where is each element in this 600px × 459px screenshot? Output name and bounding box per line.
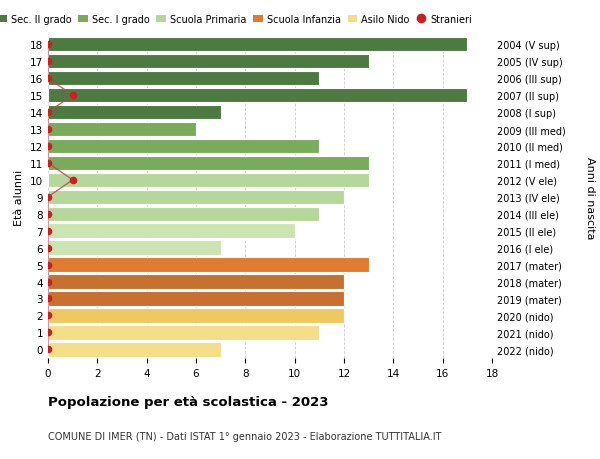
Bar xyxy=(48,241,221,255)
Bar xyxy=(48,190,344,205)
Legend: Sec. II grado, Sec. I grado, Scuola Primaria, Scuola Infanzia, Asilo Nido, Stran: Sec. II grado, Sec. I grado, Scuola Prim… xyxy=(0,11,476,28)
Bar xyxy=(48,207,319,222)
Text: COMUNE DI IMER (TN) - Dati ISTAT 1° gennaio 2023 - Elaborazione TUTTITALIA.IT: COMUNE DI IMER (TN) - Dati ISTAT 1° genn… xyxy=(48,431,442,442)
Bar xyxy=(48,72,319,86)
Bar xyxy=(48,342,221,357)
Bar xyxy=(48,38,467,52)
Bar xyxy=(48,308,344,323)
Y-axis label: Anni di nascita: Anni di nascita xyxy=(585,156,595,239)
Bar xyxy=(48,55,368,69)
Bar xyxy=(48,173,368,188)
Bar xyxy=(48,140,319,154)
Bar xyxy=(48,325,319,340)
Bar xyxy=(48,157,368,171)
Bar xyxy=(48,258,368,272)
Y-axis label: Età alunni: Età alunni xyxy=(14,169,25,225)
Bar xyxy=(48,123,196,137)
Bar xyxy=(48,291,344,306)
Text: Popolazione per età scolastica - 2023: Popolazione per età scolastica - 2023 xyxy=(48,395,329,408)
Bar xyxy=(48,275,344,289)
Bar xyxy=(48,106,221,120)
Bar xyxy=(48,89,467,103)
Bar xyxy=(48,224,295,238)
